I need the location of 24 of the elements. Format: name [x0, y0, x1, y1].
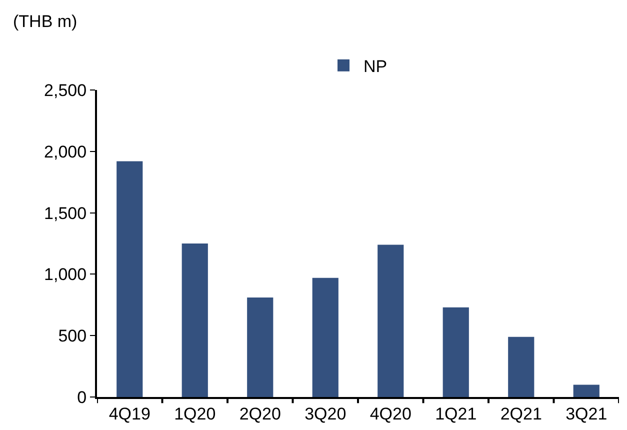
- bar: [508, 336, 534, 397]
- y-axis-title: (THB m): [13, 12, 78, 31]
- x-tick-label: 4Q19: [108, 404, 150, 424]
- x-tick-label: 2Q20: [239, 404, 281, 424]
- bar: [182, 244, 208, 397]
- x-tick-label: 3Q21: [566, 404, 608, 424]
- bar: [573, 384, 600, 397]
- y-tick-label: 500: [58, 326, 87, 346]
- x-tick-label: 4Q20: [370, 404, 412, 424]
- x-tick-label: 1Q21: [435, 404, 477, 424]
- legend-label: NP: [364, 57, 388, 76]
- y-tick-label: 2,000: [44, 142, 87, 162]
- y-tick-label: 1,000: [44, 265, 87, 284]
- y-tick-label: 1,500: [44, 204, 87, 223]
- bar: [442, 307, 469, 397]
- y-tick-label: 0: [77, 388, 87, 407]
- bar: [116, 161, 143, 397]
- bar: [378, 244, 404, 397]
- bar: [312, 278, 338, 397]
- y-tick-label: 2,500: [44, 80, 87, 100]
- x-tick-label: 1Q20: [174, 404, 216, 424]
- x-tick-label: 2Q21: [500, 404, 542, 424]
- x-tick-label: 3Q20: [304, 404, 346, 424]
- bar: [247, 298, 274, 397]
